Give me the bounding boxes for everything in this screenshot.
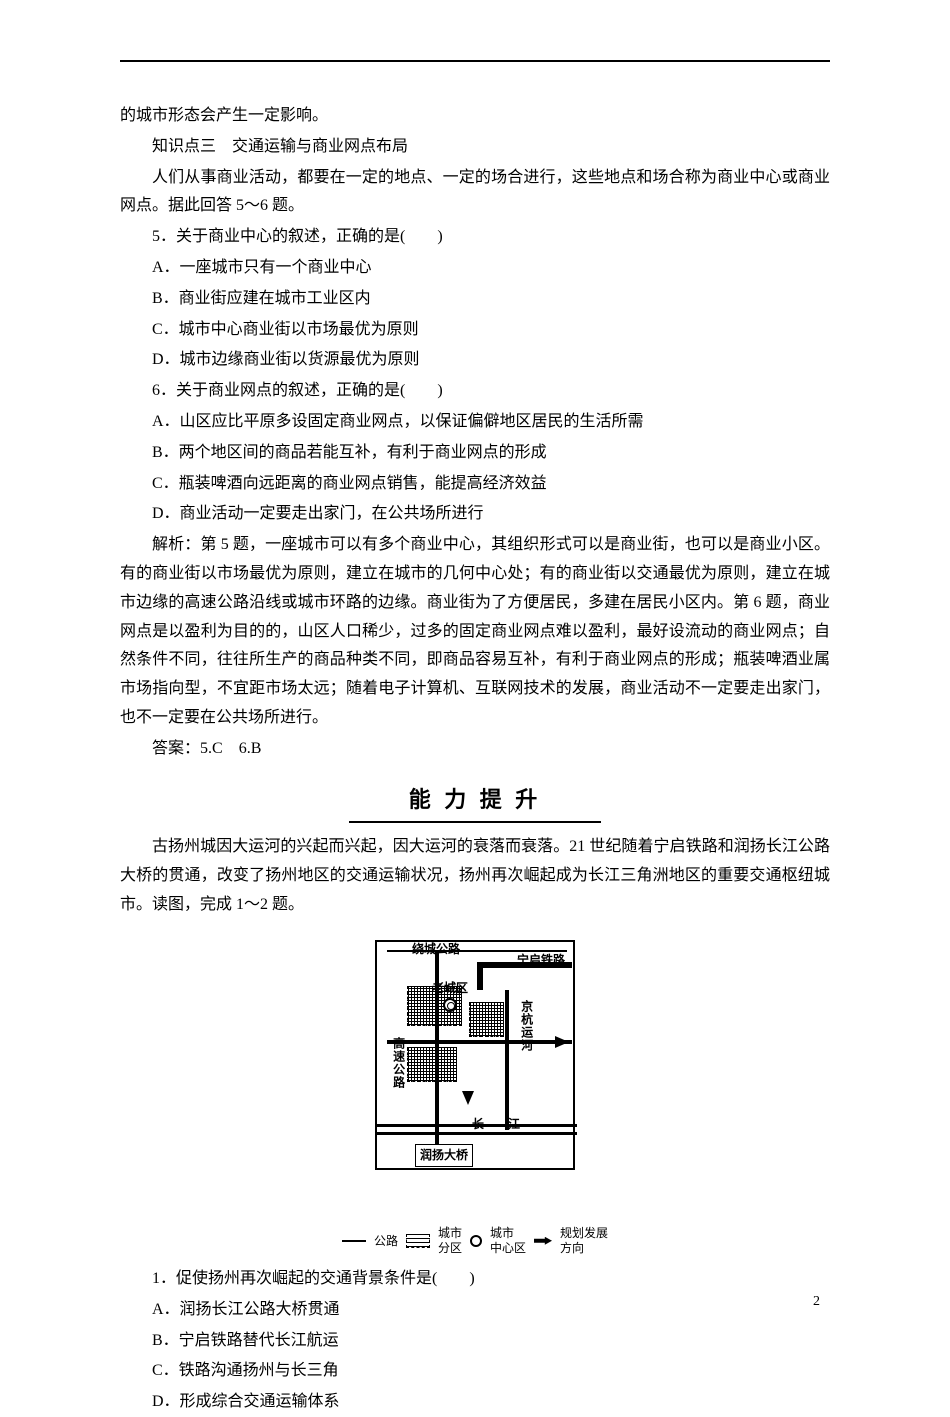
legend-district-icon	[406, 1234, 430, 1248]
legend-arrow-icon	[534, 1237, 552, 1245]
city-center-icon	[443, 998, 457, 1012]
q1b-stem: 1．促使扬州再次崛起的交通背景条件是( )	[120, 1265, 830, 1294]
analysis-block: 解析：第 5 题，一座城市可以有多个商业中心，其组织形式可以是商业街，也可以是商…	[120, 531, 830, 733]
q6-opt-b: B．两个地区间的商品若能互补，有利于商业网点的形成	[120, 439, 830, 468]
q6-stem: 6．关于商业网点的叙述，正确的是( )	[120, 377, 830, 406]
q5-opt-b: B．商业街应建在城市工业区内	[120, 285, 830, 314]
section-title-text: 能 力 提 升	[349, 780, 602, 824]
legend-center-label: 城市中心区	[490, 1226, 526, 1255]
q6-opt-a: A．山区应比平原多设固定商业网点，以保证偏僻地区居民的生活所需	[120, 408, 830, 437]
section-ability-title: 能 力 提 升	[120, 780, 830, 824]
analysis-label: 解析：	[152, 536, 200, 553]
label-canal: 京杭运河	[515, 1000, 537, 1052]
kp3-intro: 人们从事商业活动，都要在一定的地点、一定的场合进行，这些地点和场合称为商业中心或…	[120, 164, 830, 222]
answer-block: 答案：5.C 6.B	[120, 735, 830, 764]
answer-label: 答案：	[152, 740, 200, 757]
q5-opt-d: D．城市边缘商业街以货源最优为原则	[120, 346, 830, 375]
intro-continuation: 的城市形态会产生一定影响。	[120, 102, 830, 131]
legend-district-label: 城市分区	[438, 1226, 462, 1255]
legend-plan-label: 规划发展方向	[560, 1226, 608, 1255]
q1b-opt-c: C．铁路沟通扬州与长三角	[120, 1357, 830, 1386]
legend-center-icon	[470, 1235, 482, 1247]
q5-opt-c: C．城市中心商业街以市场最优为原则	[120, 316, 830, 345]
map-diagram: 绕城公路 宁启铁路 老城区 京杭运河 高速公路	[120, 930, 830, 1256]
analysis-text: 第 5 题，一座城市可以有多个商业中心，其组织形式可以是商业街，也可以是商业小区…	[120, 536, 830, 726]
q1b-opt-b: B．宁启铁路替代长江航运	[120, 1327, 830, 1356]
map-frame: 绕城公路 宁启铁路 老城区 京杭运河 高速公路	[375, 940, 575, 1170]
answer-text: 5.C 6.B	[200, 740, 261, 757]
map-legend: 公路 城市分区 城市中心区 规划发展方向	[120, 1226, 830, 1255]
q6-opt-d: D．商业活动一定要走出家门，在公共场所进行	[120, 500, 830, 529]
label-railway: 宁启铁路	[517, 950, 565, 972]
label-yangtze: 长 江	[472, 1114, 526, 1136]
passage-2: 古扬州城因大运河的兴起而兴起，因大运河的衰落而衰落。21 世纪随着宁启铁路和润扬…	[120, 833, 830, 919]
q1b-opt-d: D．形成综合交通运输体系	[120, 1388, 830, 1417]
q6-opt-c: C．瓶装啤酒向远距离的商业网点销售，能提高经济效益	[120, 470, 830, 499]
legend-road-icon	[342, 1240, 366, 1242]
header-rule	[120, 60, 830, 62]
q5-stem: 5．关于商业中心的叙述，正确的是( )	[120, 223, 830, 252]
legend-road-label: 公路	[374, 1234, 398, 1248]
q1b-opt-a: A．润扬长江公路大桥贯通	[120, 1296, 830, 1325]
label-expressway: 高速公路	[387, 1037, 409, 1089]
label-bridge: 润扬大桥	[415, 1144, 473, 1168]
label-old-town: 老城区	[432, 978, 468, 1000]
knowledge-point-3-title: 知识点三 交通运输与商业网点布局	[120, 133, 830, 162]
page-number: 2	[813, 1289, 820, 1314]
q5-opt-a: A．一座城市只有一个商业中心	[120, 254, 830, 283]
